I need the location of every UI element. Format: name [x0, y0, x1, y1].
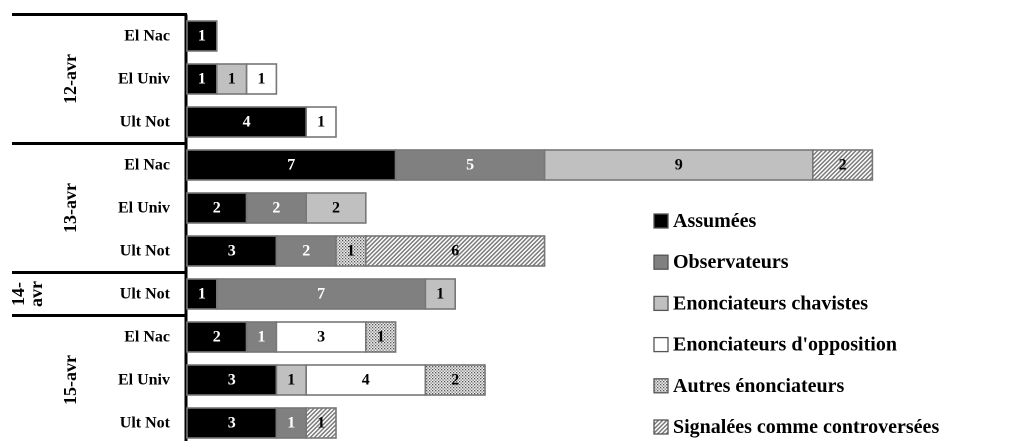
bar-segment-signalees-comme-controversees: [364, 235, 546, 267]
data-label-signalees-comme-controversees: 6: [451, 243, 459, 260]
legend-label-enonciateurs-d-opposition: Enonciateurs d'opposition: [673, 334, 897, 356]
bar-segment-enonciateurs-d-opposition: [275, 321, 367, 353]
data-label-enonciateurs-chavistes: 2: [332, 200, 340, 217]
bar-segment-enonciateurs-d-opposition: [305, 364, 427, 396]
bar-segment-autres-enonciateurs: [424, 364, 486, 396]
data-label-autres-enonciateurs: 1: [377, 329, 385, 346]
data-label-enonciateurs-chavistes: 1: [228, 71, 236, 88]
bar-segment-assumees: [186, 278, 218, 310]
row-label-12-avr-el-univ: El Univ: [118, 71, 170, 88]
group-label-13-avr: 13-avr: [60, 183, 80, 233]
data-label-observateurs: 2: [302, 243, 310, 260]
legend-label-signalees-comme-controversees: Signalées comme controversées: [673, 416, 939, 438]
data-label-assumees: 2: [213, 329, 221, 346]
data-label-assumees: 2: [213, 200, 221, 217]
bar-segment-enonciateurs-d-opposition: [245, 63, 278, 95]
group-label-12-avr: 12-avr: [60, 54, 80, 104]
row-label-13-avr-el-nac: El Nac: [124, 157, 170, 174]
bar-segment-observateurs: [245, 192, 308, 224]
bar-segment-assumees: [186, 235, 278, 267]
data-label-assumees: 3: [228, 372, 236, 389]
data-label-enonciateurs-chavistes: 1: [287, 372, 295, 389]
bar-segment-observateurs: [216, 278, 427, 310]
data-label-autres-enonciateurs: 1: [347, 243, 355, 260]
legend-swatch-signalees-comme-controversees: [653, 419, 669, 435]
legend-swatch-autres-enonciateurs: [653, 378, 669, 394]
bar-segment-assumees: [186, 106, 307, 138]
bar-segment-assumees: [186, 20, 218, 52]
bar-segment-assumees: [186, 192, 248, 224]
data-label-enonciateurs-d-opposition: 1: [317, 114, 325, 131]
bar-segment-signalees-comme-controversees: [811, 149, 874, 181]
bar-segment-autres-enonciateurs: [364, 321, 397, 353]
data-label-enonciateurs-chavistes: 1: [436, 286, 444, 303]
group-label-14-avr: 14-avr: [8, 281, 46, 307]
row-label-15-avr-ult-not: Ult Not: [120, 415, 171, 432]
bar-segment-assumees: [186, 364, 278, 396]
data-label-enonciateurs-d-opposition: 4: [362, 372, 370, 389]
data-label-autres-enonciateurs: 2: [451, 372, 459, 389]
data-label-assumees: 3: [228, 243, 236, 260]
bar-segment-enonciateurs-d-opposition: [305, 106, 337, 138]
legend-label-enonciateurs-chavistes: Enonciateurs chavistes: [673, 292, 868, 314]
bar-segment-observateurs: [394, 149, 546, 181]
data-label-observateurs: 5: [466, 157, 474, 174]
data-label-observateurs: 2: [272, 200, 280, 217]
row-label-15-avr-el-univ: El Univ: [118, 372, 170, 389]
row-label-15-avr-el-nac: El Nac: [124, 329, 170, 346]
data-label-enonciateurs-d-opposition: 1: [258, 71, 266, 88]
legend-swatch-enonciateurs-chavistes: [653, 295, 669, 312]
data-label-observateurs: 7: [317, 286, 325, 303]
legend-swatch-enonciateurs-d-opposition: [653, 336, 669, 353]
data-label-assumees: 1: [198, 286, 206, 303]
bar-segment-assumees: [186, 63, 218, 95]
bar-segment-enonciateurs-chavistes: [305, 192, 367, 224]
bar-segment-observateurs: [275, 235, 337, 267]
legend-swatch-observateurs: [653, 254, 669, 270]
data-label-assumees: 4: [243, 114, 251, 131]
data-label-observateurs: 1: [258, 329, 266, 346]
data-label-signalees-comme-controversees: 1: [317, 415, 325, 432]
row-label-12-avr-el-nac: El Nac: [124, 28, 170, 45]
data-label-enonciateurs-d-opposition: 3: [317, 329, 325, 346]
data-label-enonciateurs-chavistes: 9: [675, 157, 683, 174]
legend-label-assumees: Assumées: [673, 210, 757, 232]
bar-segment-assumees: [186, 321, 248, 353]
data-label-assumees: 7: [287, 157, 295, 174]
row-label-13-avr-ult-not: Ult Not: [120, 243, 171, 260]
data-label-assumees: 3: [228, 415, 236, 432]
row-label-13-avr-el-univ: El Univ: [118, 200, 170, 217]
group-label-15-avr: 15-avr: [60, 355, 80, 405]
row-labels: El Nac El Univ Ult Not 12-avr El Nac El Univ U…: [8, 28, 171, 432]
legend-label-observateurs: Observateurs: [673, 251, 789, 273]
data-label-assumees: 1: [198, 71, 206, 88]
bar-segment-signalees-comme-controversees: [305, 407, 337, 439]
bar-segment-enonciateurs-chavistes: [275, 364, 307, 396]
legend-label-autres-enonciateurs: Autres énonciateurs: [673, 375, 844, 397]
legend: Assumées Observateurs Enonciateurs chavist…: [653, 210, 939, 438]
bar-segment-enonciateurs-chavistes: [424, 278, 456, 310]
bars: 1 1 1 1 4 1 7 5 9 2 2 2 2 3 2 1 6 1 7 1 2 1 3 1 3 1 4 2 3 1 1: [186, 20, 874, 439]
row-label-14-avr-ult-not: Ult Not: [120, 286, 171, 303]
legend-swatch-assumees: [653, 213, 669, 229]
data-label-signalees-comme-controversees: 2: [839, 157, 847, 174]
data-label-assumees: 1: [198, 28, 206, 45]
bar-segment-enonciateurs-chavistes: [216, 63, 248, 95]
bar-segment-autres-enonciateurs: [335, 235, 367, 267]
data-label-observateurs: 1: [287, 415, 295, 432]
group-frame: [12, 13, 188, 441]
row-label-12-avr-ult-not: Ult Not: [120, 114, 171, 131]
